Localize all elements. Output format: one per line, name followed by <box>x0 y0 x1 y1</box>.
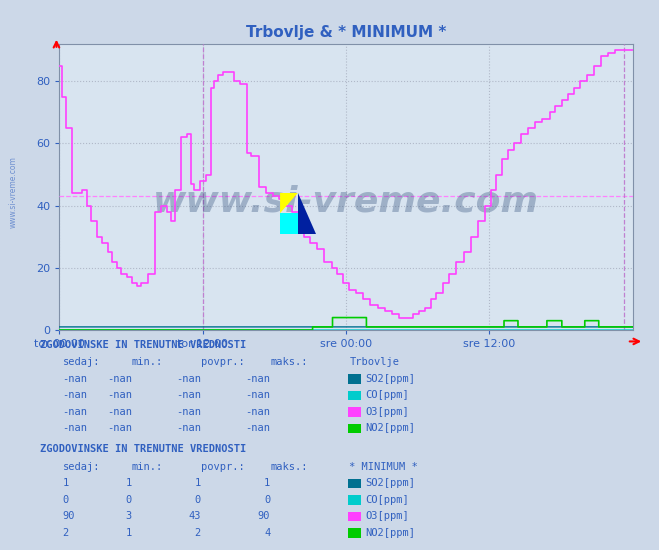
Text: povpr.:: povpr.: <box>201 357 244 367</box>
Text: O3[ppm]: O3[ppm] <box>366 511 409 521</box>
Text: 90: 90 <box>258 511 270 521</box>
Text: -nan: -nan <box>107 373 132 384</box>
Polygon shape <box>280 192 298 213</box>
Text: 0: 0 <box>126 494 132 505</box>
Text: -nan: -nan <box>63 406 88 417</box>
Text: CO[ppm]: CO[ppm] <box>366 390 409 400</box>
Text: 1: 1 <box>126 527 132 538</box>
Text: 1: 1 <box>63 478 69 488</box>
Text: * MINIMUM *: * MINIMUM * <box>349 461 418 472</box>
Text: O3[ppm]: O3[ppm] <box>366 406 409 417</box>
Text: NO2[ppm]: NO2[ppm] <box>366 527 416 538</box>
Text: -nan: -nan <box>245 373 270 384</box>
Text: SO2[ppm]: SO2[ppm] <box>366 478 416 488</box>
Text: NO2[ppm]: NO2[ppm] <box>366 423 416 433</box>
Text: 90: 90 <box>63 511 75 521</box>
Text: povpr.:: povpr.: <box>201 461 244 472</box>
Polygon shape <box>298 192 316 234</box>
Text: 1: 1 <box>195 478 201 488</box>
Text: Trbovlje: Trbovlje <box>349 357 399 367</box>
Text: -nan: -nan <box>63 373 88 384</box>
Text: 43: 43 <box>188 511 201 521</box>
Text: maks.:: maks.: <box>270 461 308 472</box>
Text: -nan: -nan <box>245 406 270 417</box>
Text: min.:: min.: <box>132 357 163 367</box>
Text: 2: 2 <box>63 527 69 538</box>
Text: 1: 1 <box>264 478 270 488</box>
Text: -nan: -nan <box>176 373 201 384</box>
Polygon shape <box>280 213 298 234</box>
Text: -nan: -nan <box>107 390 132 400</box>
Text: -nan: -nan <box>245 423 270 433</box>
Text: min.:: min.: <box>132 461 163 472</box>
Text: -nan: -nan <box>176 423 201 433</box>
Text: -nan: -nan <box>176 390 201 400</box>
Text: 0: 0 <box>264 494 270 505</box>
Title: Trbovlje & * MINIMUM *: Trbovlje & * MINIMUM * <box>246 25 446 40</box>
Text: -nan: -nan <box>107 423 132 433</box>
Text: SO2[ppm]: SO2[ppm] <box>366 373 416 384</box>
Text: 1: 1 <box>126 478 132 488</box>
Text: -nan: -nan <box>245 390 270 400</box>
Text: 3: 3 <box>126 511 132 521</box>
Text: sedaj:: sedaj: <box>63 357 100 367</box>
Text: CO[ppm]: CO[ppm] <box>366 494 409 505</box>
Text: www.si-vreme.com: www.si-vreme.com <box>153 184 539 218</box>
Text: -nan: -nan <box>63 423 88 433</box>
Text: -nan: -nan <box>107 406 132 417</box>
Text: 2: 2 <box>195 527 201 538</box>
Text: sedaj:: sedaj: <box>63 461 100 472</box>
Text: www.si-vreme.com: www.si-vreme.com <box>9 157 18 228</box>
Text: 4: 4 <box>264 527 270 538</box>
Text: 0: 0 <box>63 494 69 505</box>
Text: -nan: -nan <box>63 390 88 400</box>
Text: maks.:: maks.: <box>270 357 308 367</box>
Text: -nan: -nan <box>176 406 201 417</box>
Text: ZGODOVINSKE IN TRENUTNE VREDNOSTI: ZGODOVINSKE IN TRENUTNE VREDNOSTI <box>40 444 246 454</box>
Text: 0: 0 <box>195 494 201 505</box>
Text: ZGODOVINSKE IN TRENUTNE VREDNOSTI: ZGODOVINSKE IN TRENUTNE VREDNOSTI <box>40 339 246 350</box>
